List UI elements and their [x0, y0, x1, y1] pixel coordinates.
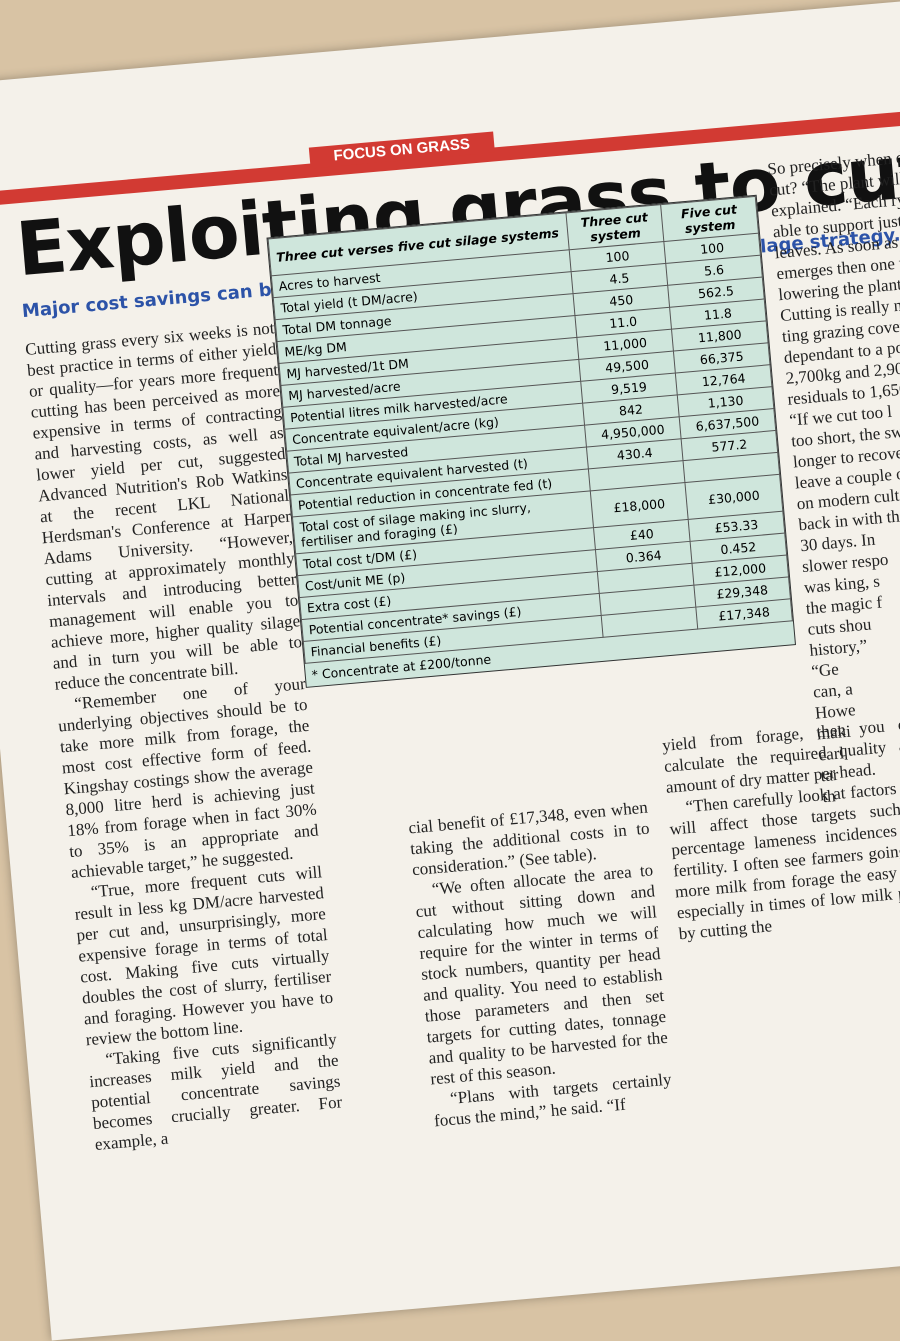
paragraph: Cutting grass every six weeks is not bes…: [24, 318, 303, 694]
paragraph: “Remember one of your underlying objecti…: [57, 673, 320, 883]
paragraph: “Taking five cuts significantly increase…: [88, 1029, 343, 1154]
paragraph: “True, more frequent cuts will result in…: [73, 862, 334, 1050]
paragraph: “We often allocate the area to cut witho…: [414, 860, 669, 1089]
table: Three cut verses five cut silage systems…: [268, 196, 793, 664]
table-box: Three cut verses five cut silage systems…: [266, 194, 797, 688]
column: cial benefit of £17,348, even when takin…: [408, 797, 689, 1296]
